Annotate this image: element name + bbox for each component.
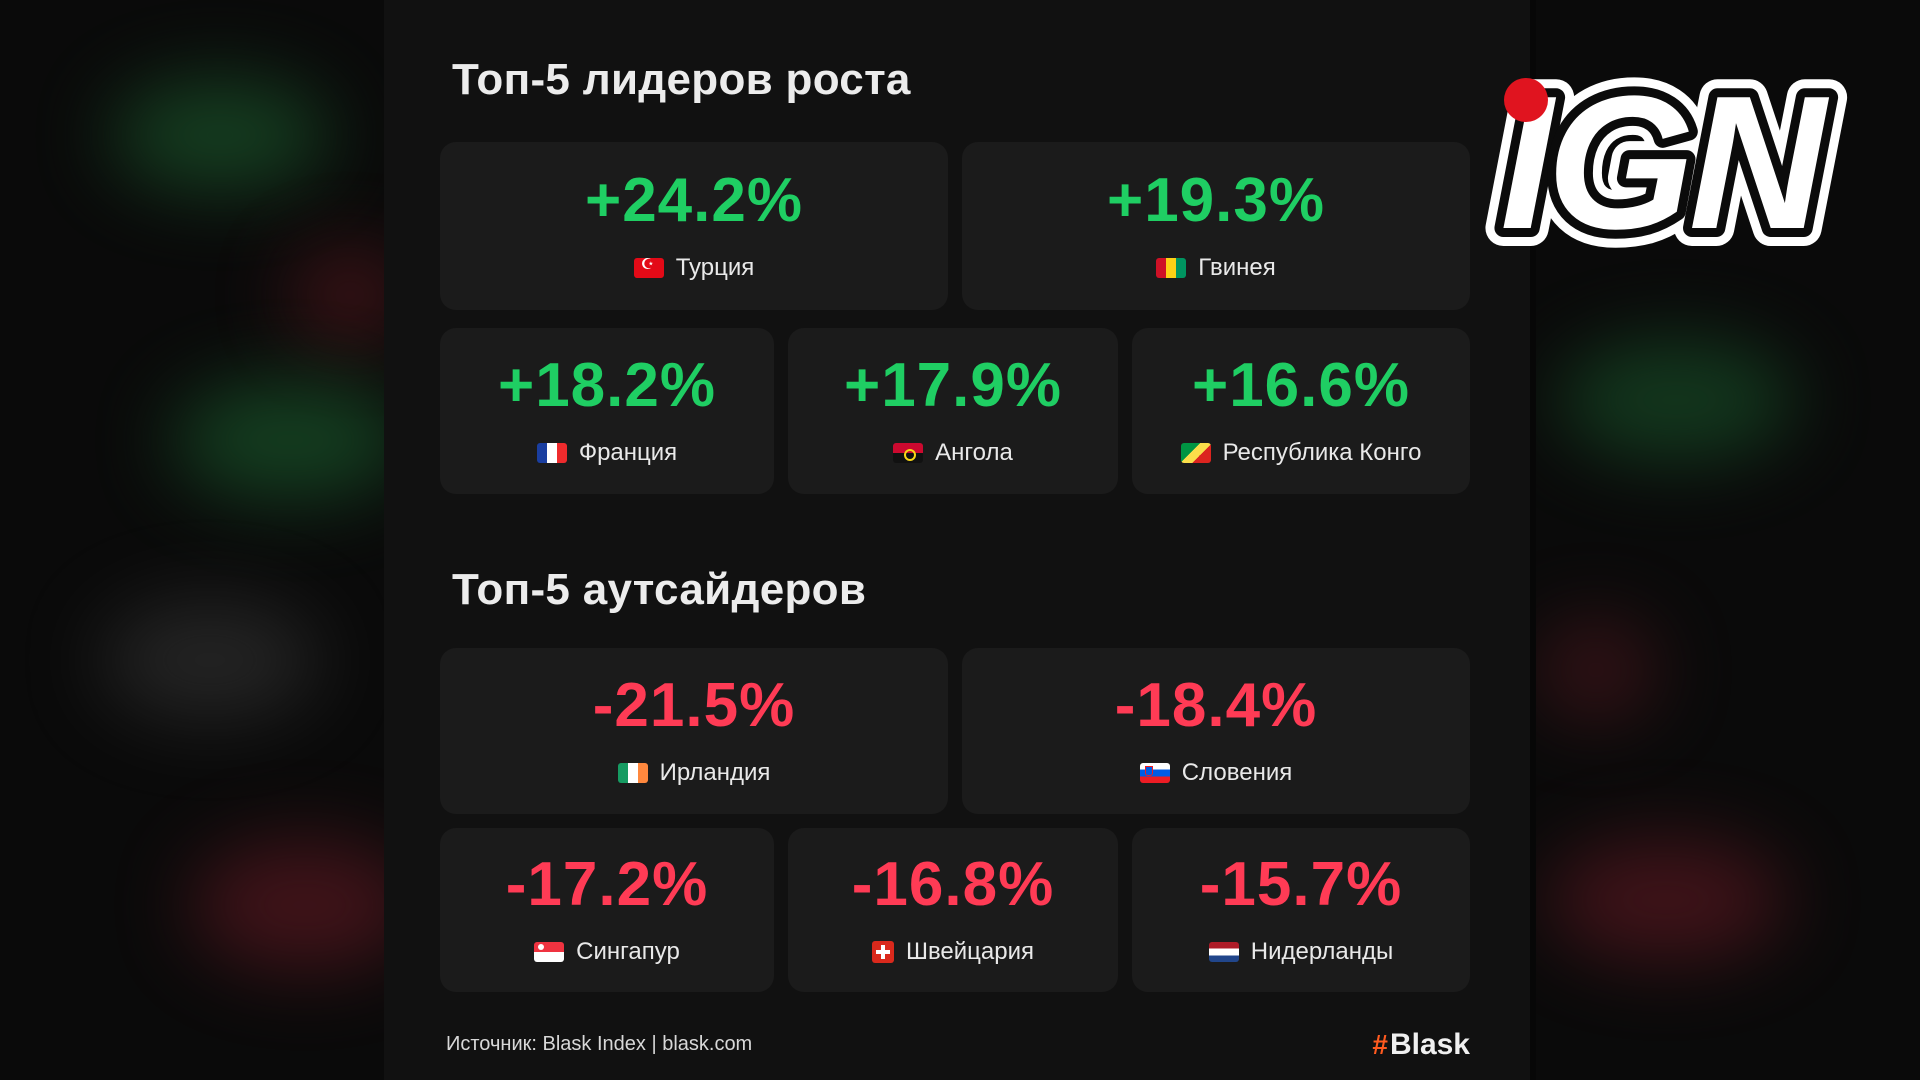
loser-value: -21.5% [592,671,796,740]
gainer-country: Гвинея [1156,254,1276,282]
loser-value: -18.4% [1114,671,1318,740]
ireland-flag-icon [617,763,648,783]
gainer-country: Республика Конго [1180,439,1422,467]
singapore-flag-icon [534,942,565,962]
loser-card: -21.5% Ирландия [440,648,948,814]
hash-icon: # [1372,1029,1388,1060]
loser-card: -18.4% Словения [962,648,1470,814]
loser-country: Ирландия [617,759,771,787]
loser-value: -15.7% [1199,850,1403,919]
country-name: Словения [1181,759,1293,786]
blurred-background-right [1536,0,1920,1080]
country-name: Республика Конго [1222,439,1422,466]
gainer-value: +19.3% [1106,166,1325,235]
ign-red-dot [1504,78,1548,122]
ign-logo: IGN IGN IGN [1482,39,1854,268]
country-name: Турция [675,254,755,281]
gainer-value: +24.2% [584,166,803,235]
infographic-panel: Топ-5 лидеров роста +24.2% Турция +19.3%… [384,0,1530,1080]
gainers-title: Топ-5 лидеров роста [452,55,911,104]
loser-country: Словения [1139,759,1293,787]
country-name: Нидерланды [1250,938,1394,965]
loser-country: Сингапур [534,938,680,966]
switzerland-flag-icon [871,941,894,963]
country-name: Сингапур [576,938,680,965]
gainer-country: Франция [536,439,678,467]
loser-card: -17.2% Сингапур [440,828,774,992]
loser-value: -17.2% [505,850,709,919]
svg-text:IGN: IGN [1500,57,1830,268]
loser-country: Швейцария [871,938,1035,966]
gainer-card: +24.2% Турция [440,142,948,310]
blurred-background-left [0,0,384,1080]
gainer-value: +17.9% [843,351,1062,420]
turkey-flag-icon [633,258,664,278]
country-name: Франция [578,439,678,466]
congo-flag-icon [1180,443,1211,463]
losers-title: Топ-5 аутсайдеров [452,565,867,614]
loser-card: -16.8% Швейцария [788,828,1118,992]
loser-card: -15.7% Нидерланды [1132,828,1470,992]
gainer-value: +18.2% [497,351,716,420]
angola-flag-icon [893,443,924,463]
gainer-card: +17.9% Ангола [788,328,1118,494]
country-name: Швейцария [905,938,1035,965]
country-name: Ангола [935,439,1013,466]
loser-country: Нидерланды [1208,938,1394,966]
gainer-country: Ангола [893,439,1013,467]
guinea-flag-icon [1156,258,1187,278]
country-name: Ирландия [659,759,771,786]
source-footnote: Источник: Blask Index | blask.com [446,1033,753,1055]
gainer-value: +16.6% [1191,351,1410,420]
gainer-country: Турция [633,254,755,282]
blask-wordmark: Blask [1389,1028,1470,1061]
gainer-card: +16.6% Республика Конго [1132,328,1470,494]
france-flag-icon [536,443,567,463]
blask-logo: # Blask [1372,1028,1470,1062]
netherlands-flag-icon [1208,942,1239,962]
svg-text:IGN: IGN [1500,57,1830,268]
gainer-card: +18.2% Франция [440,328,774,494]
loser-value: -16.8% [851,850,1055,919]
svg-text:IGN: IGN [1500,57,1830,268]
country-name: Гвинея [1198,254,1276,281]
gainer-card: +19.3% Гвинея [962,142,1470,310]
slovenia-flag-icon [1139,763,1170,783]
